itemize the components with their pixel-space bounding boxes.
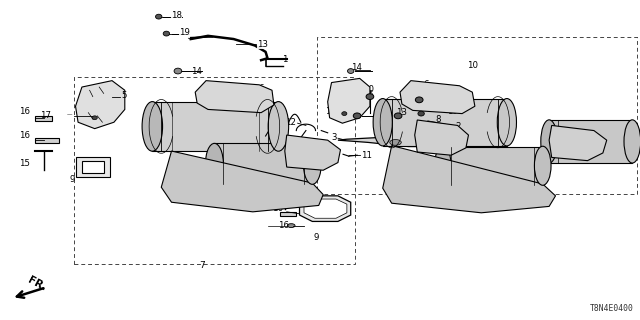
Polygon shape [35,116,52,121]
Text: 8: 8 [320,140,326,149]
Text: 4: 4 [246,179,252,188]
Polygon shape [383,99,507,146]
Text: —: — [387,110,392,115]
Text: 18: 18 [447,92,458,100]
Ellipse shape [142,101,163,151]
Polygon shape [214,143,312,184]
Text: 17: 17 [40,111,51,120]
Ellipse shape [268,101,289,151]
Polygon shape [549,120,632,163]
Ellipse shape [418,111,424,116]
Text: 9: 9 [69,175,74,184]
Ellipse shape [497,99,516,146]
Ellipse shape [415,97,423,103]
Polygon shape [161,151,323,212]
Ellipse shape [156,14,162,19]
Ellipse shape [390,140,401,145]
Text: 18: 18 [171,12,182,20]
Text: 3: 3 [332,133,337,142]
Polygon shape [304,199,347,218]
Polygon shape [328,78,370,123]
Text: 1: 1 [282,55,287,64]
Text: 15: 15 [266,189,276,198]
Text: 19: 19 [179,28,190,37]
Polygon shape [285,135,340,170]
Text: 12: 12 [285,118,296,127]
Polygon shape [400,81,475,114]
Text: 16: 16 [19,108,30,116]
Text: 16: 16 [278,221,289,230]
Text: 20: 20 [364,85,374,94]
Ellipse shape [353,113,361,119]
Polygon shape [428,121,456,134]
Polygon shape [76,81,125,129]
Polygon shape [338,137,443,147]
Ellipse shape [92,116,97,120]
Ellipse shape [624,120,640,163]
Text: 10: 10 [467,61,478,70]
Text: 6: 6 [424,80,429,89]
Ellipse shape [163,31,170,36]
Polygon shape [383,146,556,213]
Polygon shape [443,147,543,185]
Ellipse shape [534,146,551,185]
Text: 20: 20 [342,108,353,117]
Text: 16: 16 [19,132,30,140]
Text: 14: 14 [191,67,202,76]
Text: 2: 2 [456,122,461,131]
Polygon shape [35,138,59,143]
Polygon shape [280,212,296,216]
Ellipse shape [174,68,182,74]
Text: FR.: FR. [26,275,48,293]
Text: 14: 14 [351,63,362,72]
Ellipse shape [366,94,374,100]
Text: T8N4E0400: T8N4E0400 [589,304,634,313]
Text: 4: 4 [467,200,473,209]
Text: 13: 13 [396,108,406,117]
Ellipse shape [287,224,295,228]
Text: 11: 11 [361,151,372,160]
Polygon shape [415,120,468,155]
Ellipse shape [303,143,321,184]
Text: 19: 19 [447,107,458,116]
Text: 7: 7 [199,261,204,270]
Text: 8: 8 [589,132,595,141]
Polygon shape [82,161,104,173]
Ellipse shape [435,146,451,185]
Text: 13: 13 [257,40,268,49]
Text: 17: 17 [325,107,336,116]
Ellipse shape [373,99,392,146]
Ellipse shape [342,112,347,116]
Text: —: — [67,113,72,118]
Text: 6: 6 [259,84,264,93]
Text: 16: 16 [272,204,283,213]
Ellipse shape [394,113,402,119]
Ellipse shape [205,143,223,184]
Polygon shape [76,157,110,177]
Polygon shape [300,196,351,221]
Text: 8: 8 [435,115,441,124]
Text: 15: 15 [19,159,30,168]
Text: 5: 5 [122,92,127,100]
Ellipse shape [541,120,557,163]
Ellipse shape [348,68,354,73]
Polygon shape [549,125,607,161]
Polygon shape [195,81,274,113]
Text: 8: 8 [233,104,239,113]
Polygon shape [152,102,278,151]
Text: 9: 9 [314,233,319,242]
Text: 5: 5 [367,90,373,99]
